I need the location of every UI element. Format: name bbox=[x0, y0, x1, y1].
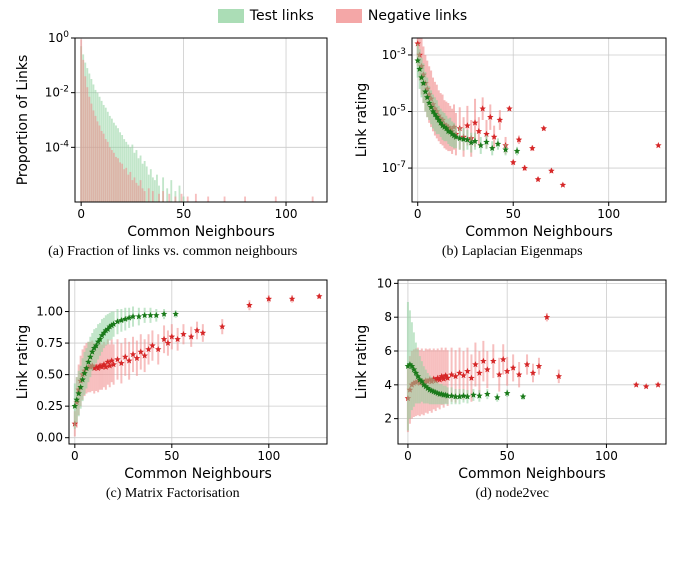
svg-text:Common Neighbours: Common Neighbours bbox=[124, 466, 272, 482]
svg-text:0.50: 0.50 bbox=[36, 368, 63, 382]
panel-b: 0 50 100 10-3 10-5 10-7 Common Neighbours Link … bbox=[348, 30, 678, 268]
svg-text:100: 100 bbox=[48, 30, 69, 45]
plot-a: 0 50 100 100 10-2 10-4 Common Neighbours Propor… bbox=[8, 30, 338, 240]
svg-text:1.00: 1.00 bbox=[36, 305, 63, 319]
svg-text:50: 50 bbox=[506, 207, 521, 221]
svg-text:0.75: 0.75 bbox=[36, 336, 63, 350]
svg-text:100: 100 bbox=[274, 207, 297, 221]
figure-grid: 05010010010-210-4Common NeighboursPropor… bbox=[8, 30, 677, 510]
legend-swatch-test bbox=[218, 9, 244, 23]
svg-text:10-3: 10-3 bbox=[382, 47, 406, 62]
svg-text:10-5: 10-5 bbox=[382, 104, 406, 119]
svg-text:2: 2 bbox=[385, 412, 393, 426]
svg-text:100: 100 bbox=[598, 207, 621, 221]
svg-text:4: 4 bbox=[385, 378, 393, 392]
legend-item-negative: Negative links bbox=[336, 8, 467, 24]
svg-text:Common Neighbours: Common Neighbours bbox=[465, 224, 613, 240]
svg-text:0: 0 bbox=[77, 207, 85, 221]
panel-a: 0 50 100 100 10-2 10-4 Common Neighbours Propor… bbox=[8, 30, 338, 268]
caption-a: (a) Fraction of links vs. common neighbo… bbox=[8, 244, 338, 260]
figure-legend: Test links Negative links bbox=[8, 8, 677, 24]
caption-b: (b) Laplacian Eigenmaps bbox=[348, 244, 678, 260]
svg-text:10-2: 10-2 bbox=[44, 85, 68, 100]
svg-text:50: 50 bbox=[164, 449, 179, 463]
legend-swatch-negative bbox=[336, 9, 362, 23]
panel-d: 0 50 100 2 4 6 8 10 Common Neighbours Link rating… bbox=[348, 272, 678, 510]
svg-text:Common Neighbours: Common Neighbours bbox=[458, 466, 606, 482]
svg-text:50: 50 bbox=[176, 207, 191, 221]
svg-text:10: 10 bbox=[377, 276, 392, 290]
svg-text:0: 0 bbox=[71, 449, 79, 463]
svg-text:0: 0 bbox=[414, 207, 422, 221]
svg-text:Proportion of Links: Proportion of Links bbox=[15, 55, 31, 186]
legend-item-test: Test links bbox=[218, 8, 314, 24]
svg-text:10-4: 10-4 bbox=[44, 139, 69, 154]
svg-text:100: 100 bbox=[257, 449, 280, 463]
svg-text:Link rating: Link rating bbox=[354, 83, 370, 158]
svg-text:Common Neighbours: Common Neighbours bbox=[127, 224, 275, 240]
plot-d: 0 50 100 2 4 6 8 10 Common Neighbours Link rating bbox=[348, 272, 678, 482]
panel-c: 0 50 100 0.00 0.25 0.50 0.75 1.00 Common Neighbo… bbox=[8, 272, 338, 510]
svg-text:100: 100 bbox=[595, 449, 618, 463]
svg-text:0.00: 0.00 bbox=[36, 431, 63, 445]
caption-c: (c) Matrix Factorisation bbox=[8, 486, 338, 502]
svg-text:6: 6 bbox=[385, 344, 393, 358]
svg-text:8: 8 bbox=[385, 310, 393, 324]
plot-c: 0 50 100 0.00 0.25 0.50 0.75 1.00 Common Neighbo… bbox=[8, 272, 338, 482]
plot-b: 0 50 100 10-3 10-5 10-7 Common Neighbours Link … bbox=[348, 30, 678, 240]
svg-text:Link rating: Link rating bbox=[15, 325, 31, 400]
svg-text:10-7: 10-7 bbox=[382, 160, 406, 175]
legend-label-negative: Negative links bbox=[368, 8, 467, 24]
svg-text:0: 0 bbox=[404, 449, 412, 463]
svg-text:50: 50 bbox=[500, 449, 515, 463]
legend-label-test: Test links bbox=[250, 8, 314, 24]
svg-text:Link rating: Link rating bbox=[354, 325, 370, 400]
svg-text:0.25: 0.25 bbox=[36, 399, 63, 413]
caption-d: (d) node2vec bbox=[348, 486, 678, 502]
